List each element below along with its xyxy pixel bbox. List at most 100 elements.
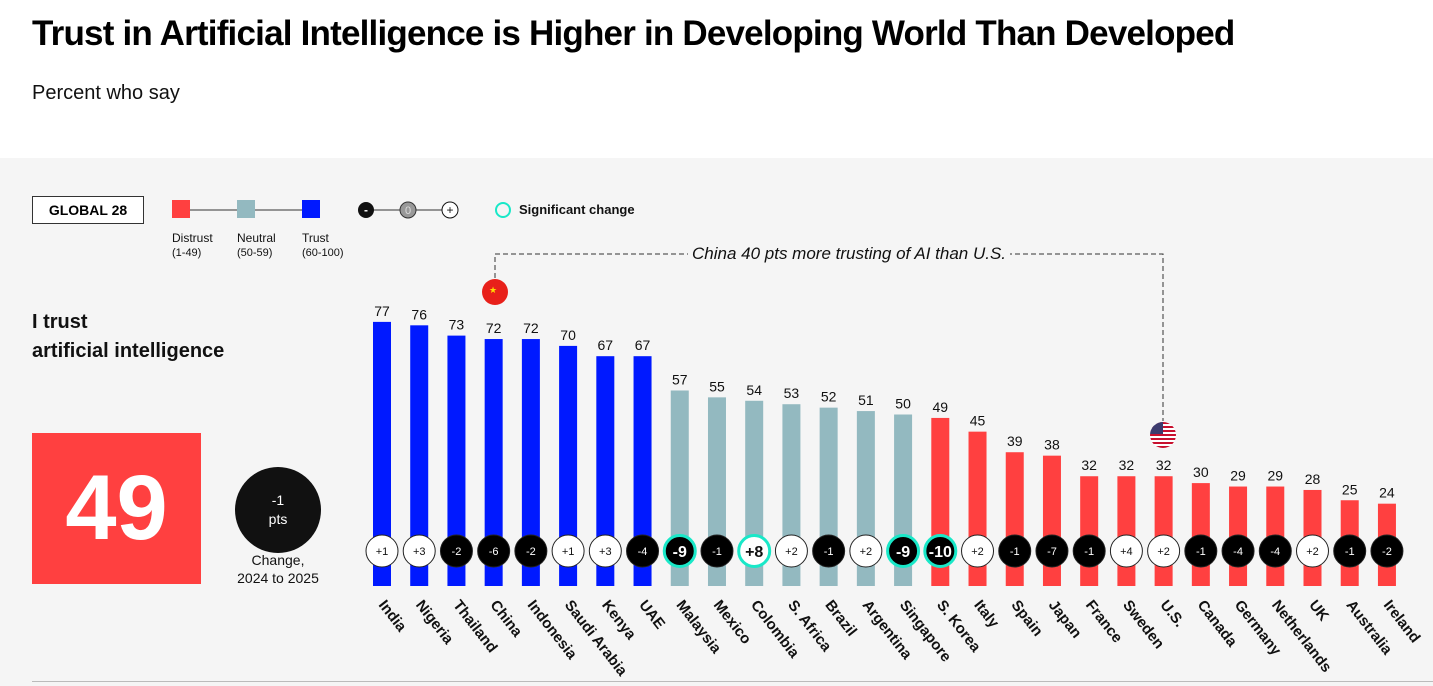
bar (596, 356, 615, 586)
change-circle (1184, 534, 1218, 568)
annotation-bracket (494, 253, 1164, 421)
legend-minus: - (364, 203, 368, 217)
change-label: -1 (1010, 546, 1020, 558)
question-label: I trust artificial intelligence (32, 308, 224, 366)
bar-value-label: 32 (1119, 457, 1135, 473)
bar-chart: 77+1India76+3Nigeria73-2Thailand72-6Chin… (365, 303, 1423, 680)
change-circle (514, 534, 548, 568)
bar-value-label: 38 (1044, 437, 1060, 453)
bar-value-label: 76 (411, 306, 427, 322)
annotation-text: China 40 pts more trusting of AI than U.… (688, 244, 1011, 264)
global-28-badge: GLOBAL 28 (32, 196, 144, 224)
change-circle (1109, 534, 1143, 568)
legend-trust-range: (60-100) (302, 247, 344, 259)
change-circle (1370, 534, 1404, 568)
bar (1117, 476, 1136, 586)
change-label: +2 (1306, 546, 1319, 558)
bar (1154, 476, 1173, 586)
country-label: Japan (1045, 597, 1085, 642)
change-label: -1 (1084, 546, 1094, 558)
bar-value-label: 30 (1193, 464, 1209, 480)
bar-value-label: 72 (486, 320, 502, 336)
change-circle (551, 534, 585, 568)
bar-value-label: 77 (374, 303, 390, 319)
change-label: +2 (785, 546, 798, 558)
change-label: +2 (971, 546, 984, 558)
change-label: +3 (413, 546, 426, 558)
legend-zero: 0 (405, 205, 411, 217)
bar (373, 321, 391, 586)
global-change-badge: -1 pts (235, 467, 321, 553)
legend-plus: + (446, 203, 453, 217)
legend-trust-swatch (302, 200, 320, 218)
change-label: -1 (824, 546, 834, 558)
change-circle (1035, 534, 1069, 568)
bar (447, 335, 466, 586)
change-circle (849, 534, 883, 568)
change-label: +3 (599, 546, 612, 558)
change-circle (774, 534, 808, 568)
change-label: +2 (860, 546, 873, 558)
legend-distrust-text: Distrust (172, 231, 213, 245)
country-label: India (375, 597, 410, 636)
change-circle (588, 534, 622, 568)
change-circle (626, 534, 660, 568)
global-change-unit: pts (268, 511, 288, 527)
change-circle (1296, 534, 1329, 568)
change-circle (1333, 534, 1367, 568)
change-circle (1147, 534, 1181, 568)
change-circle (439, 534, 473, 568)
change-circle (700, 534, 734, 568)
significant-change-icon (495, 202, 511, 218)
change-circle (662, 534, 697, 568)
change-circle (812, 534, 846, 568)
bar-value-label: 32 (1156, 457, 1172, 473)
legend-distrust-range: (1-49) (172, 247, 202, 259)
legend-zero-icon (399, 201, 417, 219)
change-label: -4 (1233, 546, 1243, 558)
country-label: France (1082, 597, 1126, 646)
change-circle (998, 534, 1032, 568)
legend-positive-icon (441, 201, 459, 219)
country-label: U.S. (1156, 597, 1187, 630)
legend-distrust-label: Distrust (1-49) (172, 231, 213, 260)
legend-neutral-range: (50-59) (237, 247, 273, 259)
question-line1: I trust (32, 311, 88, 333)
legend-trust-label: Trust (60-100) (302, 231, 344, 260)
bar-value-label: 57 (672, 371, 688, 387)
change-circle (1258, 534, 1292, 568)
bar-value-label: 51 (858, 392, 874, 408)
significant-change-label: Significant change (519, 202, 635, 217)
chart-subtitle: Percent who say (32, 82, 180, 104)
caption-line2: 2024 to 2025 (237, 570, 319, 586)
change-circle (923, 534, 958, 568)
change-circle (961, 534, 995, 568)
change-label: -4 (638, 546, 648, 558)
bar-value-label: 50 (895, 396, 911, 412)
change-label: -2 (1382, 546, 1392, 558)
bar-value-label: 32 (1081, 457, 1097, 473)
legend-neutral-swatch (237, 200, 255, 218)
change-circle (737, 534, 772, 568)
question-line2: artificial intelligence (32, 340, 225, 362)
bar-value-label: 67 (635, 337, 651, 353)
change-circle (1221, 534, 1255, 568)
bar-value-label: 29 (1267, 468, 1283, 484)
country-label: Spain (1008, 597, 1047, 640)
bar-value-label: 54 (746, 382, 762, 398)
bar-value-label: 73 (449, 317, 465, 333)
legend-neutral-text: Neutral (237, 231, 276, 245)
bar-value-label: 29 (1230, 468, 1246, 484)
global-change-value: -1 (271, 492, 285, 508)
change-label: -10 (929, 544, 952, 561)
change-circle (402, 534, 436, 568)
global-change-caption: Change, 2024 to 2025 (222, 551, 334, 587)
change-label: -9 (673, 544, 687, 561)
svg-text:★: ★ (489, 285, 497, 295)
change-label: +1 (376, 546, 389, 558)
bar-value-label: 49 (933, 399, 949, 415)
bar-value-label: 72 (523, 320, 539, 336)
china-flag-icon: ★ (482, 279, 508, 305)
change-label: +1 (562, 546, 575, 558)
